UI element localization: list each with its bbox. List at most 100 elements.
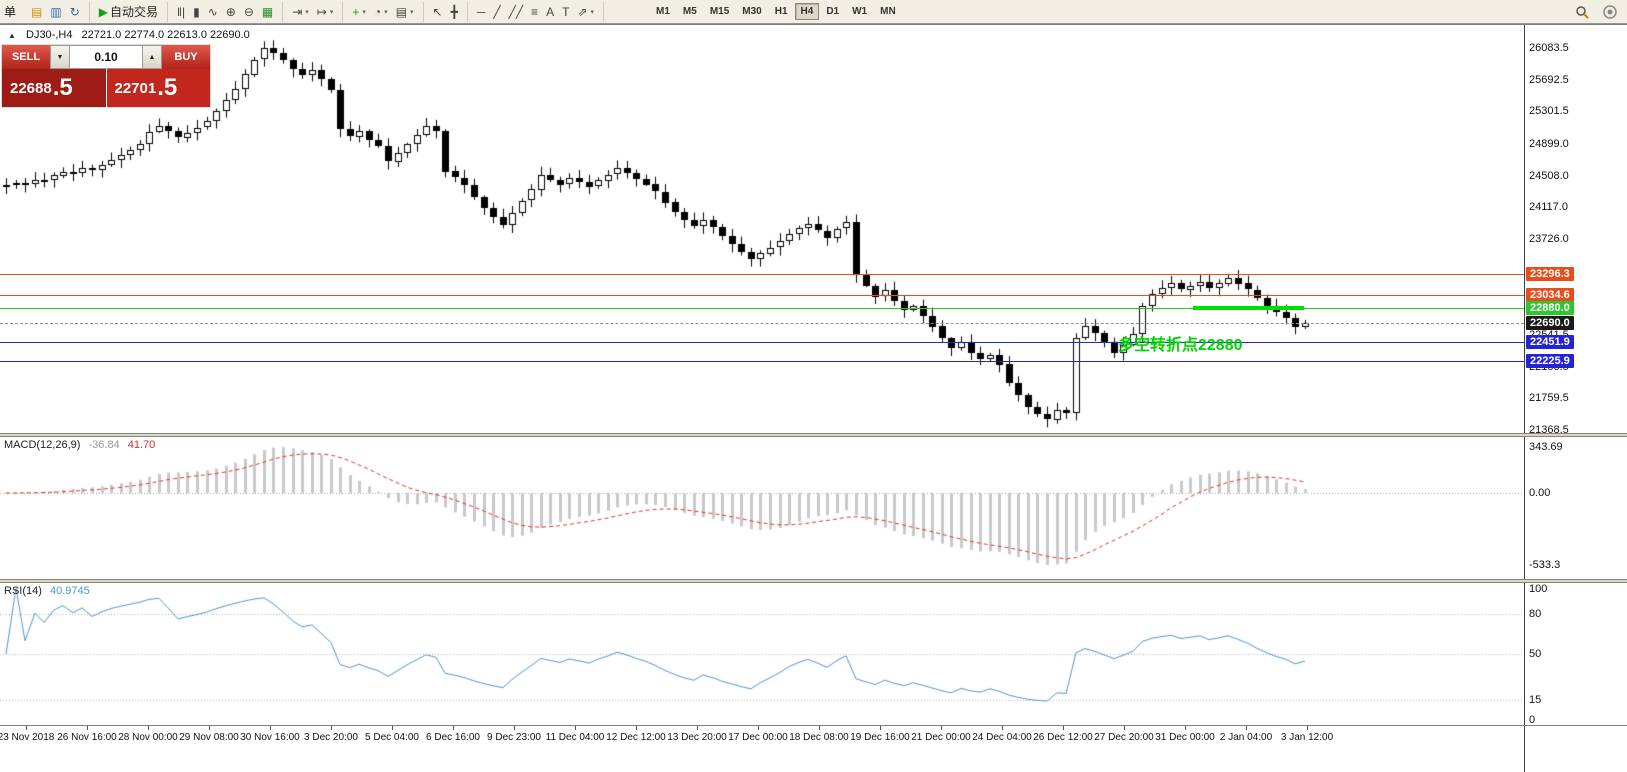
pivot-line-22880[interactable] bbox=[0, 308, 1524, 309]
tile-windows-icon[interactable]: ▦ bbox=[258, 2, 277, 22]
fibonacci-icon[interactable]: ≡ bbox=[527, 2, 542, 22]
new-order-icon[interactable]: ▤ bbox=[27, 2, 46, 22]
time-label: 27 Dec 20:00 bbox=[1094, 732, 1154, 743]
macd-signal-value: 41.70 bbox=[127, 439, 156, 451]
crosshair-icon[interactable]: ╋ bbox=[447, 2, 462, 22]
time-label: 26 Nov 16:00 bbox=[57, 732, 117, 743]
rsi-name: RSI(14) bbox=[4, 585, 42, 597]
current-price-line[interactable] bbox=[0, 323, 1524, 324]
buy-price-button[interactable]: 22701 .5 bbox=[106, 69, 210, 107]
timeframe-w1[interactable]: W1 bbox=[852, 6, 868, 17]
time-tick bbox=[880, 726, 881, 730]
candlestick-chart-icon[interactable]: ▮ bbox=[189, 2, 204, 22]
time-label: 13 Dec 20:00 bbox=[667, 732, 727, 743]
cursor-icon[interactable]: ↖ bbox=[429, 2, 447, 22]
auto-scroll-icon[interactable]: ↦ ▾ bbox=[313, 2, 338, 22]
toolbar-groups: ▤ ▥ ↻ ▶ 自动交易 ‖| ▮ ∿ ⊕ ⊖ ▦ ⇥ ▾ ↦ ▾ + ▾ ◔ ▾ ▤ ▾ ↖ ╋ ─ ╱ ╱╱ ≡ A T ⇗ ▾ bbox=[22, 0, 604, 23]
time-label: 5 Dec 04:00 bbox=[365, 732, 419, 743]
add-indicator-icon-dropdown[interactable]: ▾ bbox=[362, 8, 366, 16]
zoom-in-icon[interactable]: ⊕ bbox=[222, 2, 240, 22]
refresh-icon[interactable]: ↻ bbox=[66, 2, 84, 22]
volume-increase-button[interactable]: ▲ bbox=[142, 45, 162, 69]
autotrading-button[interactable]: ▶ 自动交易 bbox=[95, 2, 162, 22]
panel-separator-1[interactable] bbox=[0, 433, 1627, 437]
timeframe-m30[interactable]: M30 bbox=[742, 6, 762, 17]
zoom-out-icon[interactable]: ⊖ bbox=[240, 2, 258, 22]
search-icon[interactable] bbox=[1571, 2, 1593, 22]
line-chart-icon[interactable]: ∿ bbox=[204, 2, 222, 22]
chart-window-icon-glyph: ▥ bbox=[50, 4, 62, 19]
time-tick bbox=[697, 726, 698, 730]
shapes-icon[interactable]: ⇗ ▾ bbox=[573, 2, 598, 22]
rsi-canvas[interactable] bbox=[0, 583, 1524, 725]
price-axis-label: 25692.5 bbox=[1529, 73, 1569, 86]
insert-group: + ▾ ◔ ▾ ▤ ▾ bbox=[343, 1, 424, 22]
periods-icon-dropdown[interactable]: ▾ bbox=[384, 8, 388, 16]
price-axis-label: 21759.5 bbox=[1529, 392, 1569, 405]
toolbar: 单 ▤ ▥ ↻ ▶ 自动交易 ‖| ▮ ∿ ⊕ ⊖ ▦ ⇥ ▾ ↦ ▾ + ▾ ◔ ▾ ▤ ▾ ↖ ╋ ─ ╱ ╱╱ ≡ A T ⇗ ▾ M… bbox=[0, 0, 1627, 24]
channel-icon-glyph: ╱╱ bbox=[508, 4, 524, 19]
support-line-22225[interactable] bbox=[0, 361, 1524, 362]
trendline-icon-glyph: ╱ bbox=[493, 4, 501, 19]
shapes-icon-dropdown[interactable]: ▾ bbox=[590, 8, 594, 16]
time-label: 23 Nov 2018 bbox=[0, 732, 55, 743]
shapes-icon-glyph: ⇗ bbox=[577, 4, 588, 19]
panel-separator-2[interactable] bbox=[0, 579, 1627, 583]
autotrading-button-glyph: ▶ bbox=[98, 4, 108, 19]
volume-input[interactable] bbox=[70, 45, 142, 69]
timeframe-d1[interactable]: D1 bbox=[826, 6, 840, 17]
support-line-22451[interactable] bbox=[0, 342, 1524, 343]
template-icon-dropdown[interactable]: ▾ bbox=[410, 8, 414, 16]
auto-scroll-icon-dropdown[interactable]: ▾ bbox=[329, 8, 334, 16]
text-icon[interactable]: A bbox=[542, 2, 558, 22]
price-badge-22451.9: 22451.9 bbox=[1526, 335, 1574, 350]
price-badge-22690.0: 22690.0 bbox=[1526, 315, 1574, 330]
label-icon[interactable]: T bbox=[558, 2, 573, 22]
chart-shift-icon[interactable]: ⇥ ▾ bbox=[288, 2, 313, 22]
chart-shift-icon-dropdown[interactable]: ▾ bbox=[305, 8, 309, 16]
macd-canvas[interactable] bbox=[0, 437, 1524, 579]
time-label: 28 Nov 00:00 bbox=[118, 732, 178, 743]
timeframe-mn[interactable]: MN bbox=[880, 6, 896, 17]
timeframe-m5[interactable]: M5 bbox=[682, 6, 697, 17]
horizontal-line-icon[interactable]: ─ bbox=[473, 2, 490, 22]
time-tick bbox=[575, 726, 576, 730]
macd-axis: 343.69 0.00 -533.3 bbox=[1524, 437, 1627, 579]
template-icon[interactable]: ▤ ▾ bbox=[392, 2, 418, 22]
resistance-line-23296[interactable] bbox=[0, 274, 1524, 275]
add-indicator-icon[interactable]: + ▾ bbox=[348, 2, 370, 22]
price-badge-22225.9: 22225.9 bbox=[1526, 353, 1574, 368]
time-label: 12 Dec 12:00 bbox=[606, 732, 666, 743]
time-label: 19 Dec 16:00 bbox=[850, 732, 910, 743]
time-tick bbox=[636, 726, 637, 730]
chart-window-icon[interactable]: ▥ bbox=[46, 2, 65, 22]
resistance-line-23034[interactable] bbox=[0, 295, 1524, 296]
ask-price-frac: .5 bbox=[157, 74, 178, 101]
buy-button[interactable]: BUY bbox=[162, 45, 210, 69]
pivot-annotation[interactable]: 多空转折点22880 bbox=[1118, 337, 1243, 354]
bars-chart-icon[interactable]: ‖| bbox=[173, 2, 189, 22]
timeframe-h4[interactable]: H4 bbox=[794, 3, 820, 20]
timeframe-m1[interactable]: M1 bbox=[656, 6, 670, 17]
price-canvas[interactable] bbox=[0, 25, 1524, 433]
volume-decrease-button[interactable]: ▼ bbox=[50, 45, 70, 69]
rsi-label: RSI(14) 40.9745 bbox=[4, 585, 95, 597]
macd-axis-label: -533.3 bbox=[1529, 559, 1561, 571]
autotrading-button-label: 自动交易 bbox=[110, 5, 159, 19]
channel-icon[interactable]: ╱╱ bbox=[505, 2, 527, 22]
sell-price-button[interactable]: 22688 .5 bbox=[2, 69, 106, 107]
one-click-toggle-icon[interactable]: ▲ bbox=[8, 31, 16, 40]
timeframe-m15[interactable]: M15 bbox=[709, 6, 730, 17]
scroll-group: ⇥ ▾ ↦ ▾ bbox=[283, 1, 344, 22]
cursor-group: ↖ ╋ bbox=[424, 1, 468, 22]
timeframe-h1[interactable]: H1 bbox=[774, 6, 788, 17]
community-icon[interactable] bbox=[1599, 2, 1621, 22]
time-label: 3 Jan 12:00 bbox=[1280, 732, 1334, 743]
pivot-highlight-segment[interactable] bbox=[1193, 305, 1304, 310]
periods-icon[interactable]: ◔ ▾ bbox=[370, 2, 392, 22]
trendline-icon[interactable]: ╱ bbox=[489, 2, 504, 22]
sell-button[interactable]: SELL bbox=[2, 45, 50, 69]
time-tick bbox=[1307, 726, 1308, 730]
macd-axis-label: 0.00 bbox=[1529, 487, 1551, 499]
